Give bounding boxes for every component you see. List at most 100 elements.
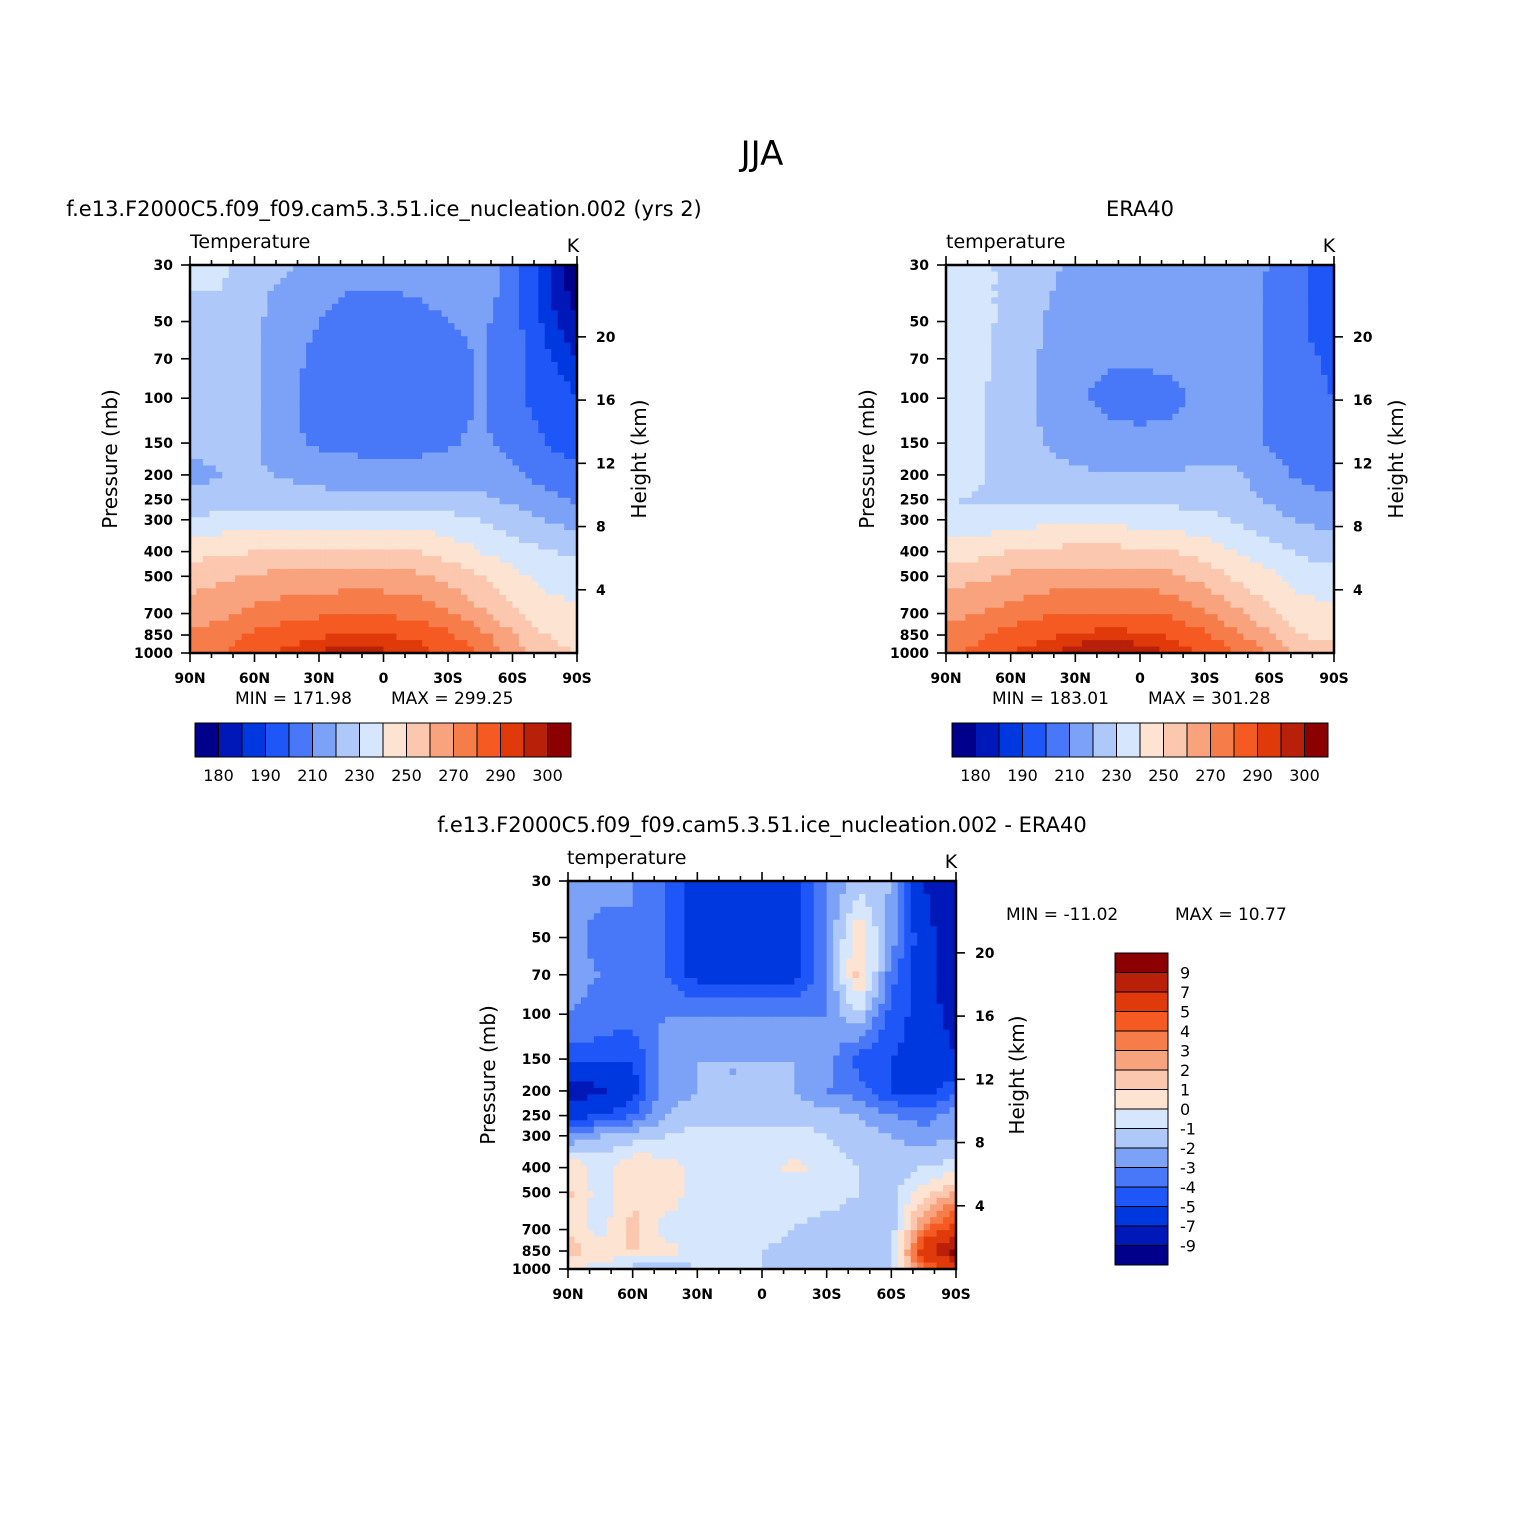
- contour-cell: [1211, 336, 1219, 344]
- contour-cell: [331, 303, 339, 311]
- contour-cell: [415, 439, 423, 447]
- contour-cell: [299, 342, 307, 350]
- contour-cell: [544, 556, 552, 564]
- contour-cell: [570, 478, 578, 486]
- contour-cell: [1198, 355, 1206, 363]
- contour-cell: [1217, 316, 1225, 324]
- contour-cell: [286, 459, 294, 467]
- contour-cell: [518, 368, 526, 376]
- contour-cell: [1120, 310, 1128, 318]
- contour-cell: [389, 362, 397, 370]
- contour-cell: [1068, 310, 1076, 318]
- contour-cell: [299, 387, 307, 395]
- contour-cell: [286, 484, 294, 492]
- contour-cell: [1120, 323, 1128, 331]
- contour-cell: [344, 303, 352, 311]
- contour-cell: [306, 465, 314, 473]
- contour-cell: [518, 530, 526, 538]
- contour-cell: [460, 497, 468, 505]
- contour-cell: [544, 433, 552, 441]
- contour-cell: [1224, 336, 1232, 344]
- contour-cell: [518, 517, 526, 525]
- contour-cell: [241, 588, 249, 596]
- contour-cell: [1211, 329, 1219, 337]
- contour-cell: [564, 400, 572, 408]
- contour-cell: [564, 368, 572, 376]
- contour-cell: [319, 568, 327, 576]
- contour-cell: [383, 465, 391, 473]
- contour-cell: [971, 355, 979, 363]
- contour-cell: [551, 510, 559, 518]
- contour-cell: [448, 523, 456, 531]
- contour-cell: [971, 284, 979, 292]
- contour-cell: [1049, 271, 1057, 279]
- contour-cell: [473, 400, 481, 408]
- contour-cell: [1159, 284, 1167, 292]
- contour-cell: [428, 562, 436, 570]
- contour-cell: [435, 497, 443, 505]
- contour-cell: [1030, 277, 1038, 285]
- contour-cell: [377, 523, 385, 531]
- contour-cell: [454, 601, 462, 609]
- contour-cell: [518, 290, 526, 298]
- contour-cell: [435, 284, 443, 292]
- contour-cell: [1275, 374, 1283, 382]
- contour-cell: [467, 323, 475, 331]
- contour-cell: [383, 530, 391, 538]
- contour-cell: [506, 433, 514, 441]
- contour-cell: [1114, 342, 1122, 350]
- contour-cell: [1185, 265, 1193, 273]
- contour-cell: [1049, 284, 1057, 292]
- contour-cell: [506, 407, 514, 415]
- contour-cell: [473, 446, 481, 454]
- contour-cell: [525, 627, 533, 635]
- contour-cell: [377, 413, 385, 421]
- contour-cell: [196, 336, 204, 344]
- contour-cell: [357, 387, 365, 395]
- contour-cell: [325, 523, 333, 531]
- contour-cell: [473, 374, 481, 382]
- contour-cell: [454, 491, 462, 499]
- contour-cell: [273, 413, 281, 421]
- contour-cell: [319, 277, 327, 285]
- contour-cell: [190, 620, 198, 628]
- contour-cell: [415, 374, 423, 382]
- contour-cell: [952, 374, 960, 382]
- contour-cell: [570, 568, 578, 576]
- contour-cell: [331, 536, 339, 544]
- contour-cell: [952, 355, 960, 363]
- contour-cell: [377, 368, 385, 376]
- contour-cell: [209, 433, 217, 441]
- contour-cell: [971, 271, 979, 279]
- contour-cell: [984, 271, 992, 279]
- contour-cell: [448, 497, 456, 505]
- contour-cell: [984, 310, 992, 318]
- contour-cell: [202, 446, 210, 454]
- contour-cell: [435, 581, 443, 589]
- contour-cell: [409, 504, 417, 512]
- max-label: MAX = 299.25: [391, 689, 513, 709]
- contour-cell: [293, 575, 301, 583]
- contour-cell: [499, 646, 507, 654]
- contour-cell: [1120, 297, 1128, 305]
- contour-cell: [209, 581, 217, 589]
- contour-cell: [422, 478, 430, 486]
- contour-cell: [383, 607, 391, 615]
- contour-cell: [531, 362, 539, 370]
- contour-cell: [377, 471, 385, 479]
- contour-cell: [512, 465, 520, 473]
- contour-cell: [525, 517, 533, 525]
- contour-cell: [467, 459, 475, 467]
- contour-cell: [215, 277, 223, 285]
- contour-cell: [306, 568, 314, 576]
- contour-cell: [946, 400, 954, 408]
- contour-cell: [357, 478, 365, 486]
- contour-cell: [1327, 271, 1335, 279]
- contour-cell: [235, 607, 243, 615]
- contour-cell: [570, 607, 578, 615]
- contour-cell: [415, 478, 423, 486]
- contour-cell: [460, 316, 468, 324]
- contour-cell: [1224, 310, 1232, 318]
- contour-cell: [1101, 374, 1109, 382]
- contour-cell: [235, 446, 243, 454]
